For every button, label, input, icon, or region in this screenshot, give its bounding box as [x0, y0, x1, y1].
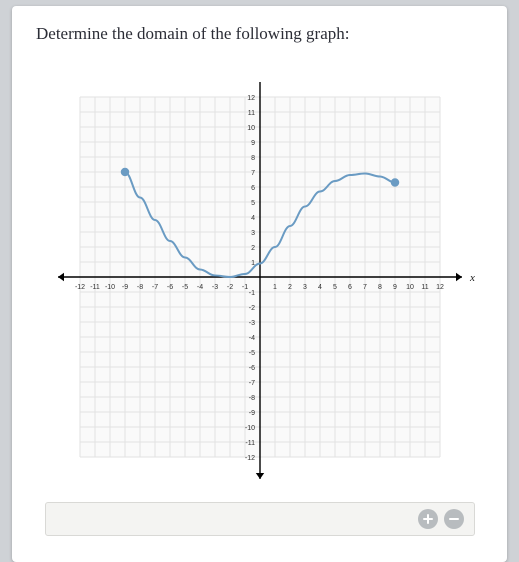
svg-text:12: 12	[247, 95, 255, 102]
svg-text:11: 11	[421, 284, 428, 291]
svg-text:4: 4	[251, 215, 255, 222]
svg-text:7: 7	[363, 284, 367, 291]
svg-text:3: 3	[303, 284, 307, 291]
svg-text:-3: -3	[248, 320, 254, 327]
svg-text:-2: -2	[226, 284, 232, 291]
svg-text:2: 2	[251, 245, 255, 252]
svg-text:-2: -2	[248, 305, 254, 312]
add-button[interactable]	[418, 509, 438, 529]
svg-text:-4: -4	[196, 284, 202, 291]
svg-text:-11: -11	[90, 284, 100, 291]
svg-text:5: 5	[333, 284, 337, 291]
svg-text:12: 12	[436, 284, 444, 291]
svg-text:-5: -5	[248, 350, 254, 357]
svg-text:5: 5	[251, 200, 255, 207]
svg-text:-7: -7	[248, 380, 254, 387]
svg-text:-1: -1	[241, 284, 247, 291]
svg-text:10: 10	[247, 125, 255, 132]
svg-text:9: 9	[393, 284, 397, 291]
question-prompt: Determine the domain of the following gr…	[36, 24, 483, 44]
svg-text:9: 9	[251, 140, 255, 147]
page-background: Determine the domain of the following gr…	[0, 0, 519, 562]
svg-text:4: 4	[318, 284, 322, 291]
plus-icon	[422, 513, 434, 525]
svg-text:-9: -9	[121, 284, 127, 291]
minus-icon	[448, 513, 460, 525]
svg-text:-10: -10	[104, 284, 114, 291]
question-card: Determine the domain of the following gr…	[12, 6, 507, 562]
svg-text:10: 10	[406, 284, 414, 291]
svg-text:-4: -4	[248, 335, 254, 342]
svg-text:x: x	[469, 272, 475, 284]
svg-text:-1: -1	[248, 290, 254, 297]
svg-text:-12: -12	[244, 455, 254, 462]
svg-text:-12: -12	[74, 284, 84, 291]
svg-text:2: 2	[288, 284, 292, 291]
svg-text:6: 6	[348, 284, 352, 291]
svg-text:-8: -8	[136, 284, 142, 291]
domain-graph: -12-11-10-9-8-7-6-5-4-3-2-11234567891011…	[45, 82, 475, 482]
svg-text:1: 1	[273, 284, 277, 291]
svg-text:-10: -10	[244, 425, 254, 432]
svg-text:-3: -3	[211, 284, 217, 291]
svg-text:-6: -6	[166, 284, 172, 291]
svg-text:-11: -11	[245, 440, 255, 447]
svg-text:3: 3	[251, 230, 255, 237]
graph-svg: -12-11-10-9-8-7-6-5-4-3-2-11234567891011…	[45, 82, 475, 482]
svg-text:6: 6	[251, 185, 255, 192]
svg-text:-9: -9	[248, 410, 254, 417]
svg-text:7: 7	[251, 170, 255, 177]
svg-text:-5: -5	[181, 284, 187, 291]
svg-text:11: 11	[247, 110, 254, 117]
svg-text:-8: -8	[248, 395, 254, 402]
answer-toolbar	[45, 502, 475, 536]
svg-text:-7: -7	[151, 284, 157, 291]
svg-text:-6: -6	[248, 365, 254, 372]
remove-button[interactable]	[444, 509, 464, 529]
svg-text:8: 8	[378, 284, 382, 291]
svg-text:8: 8	[251, 155, 255, 162]
